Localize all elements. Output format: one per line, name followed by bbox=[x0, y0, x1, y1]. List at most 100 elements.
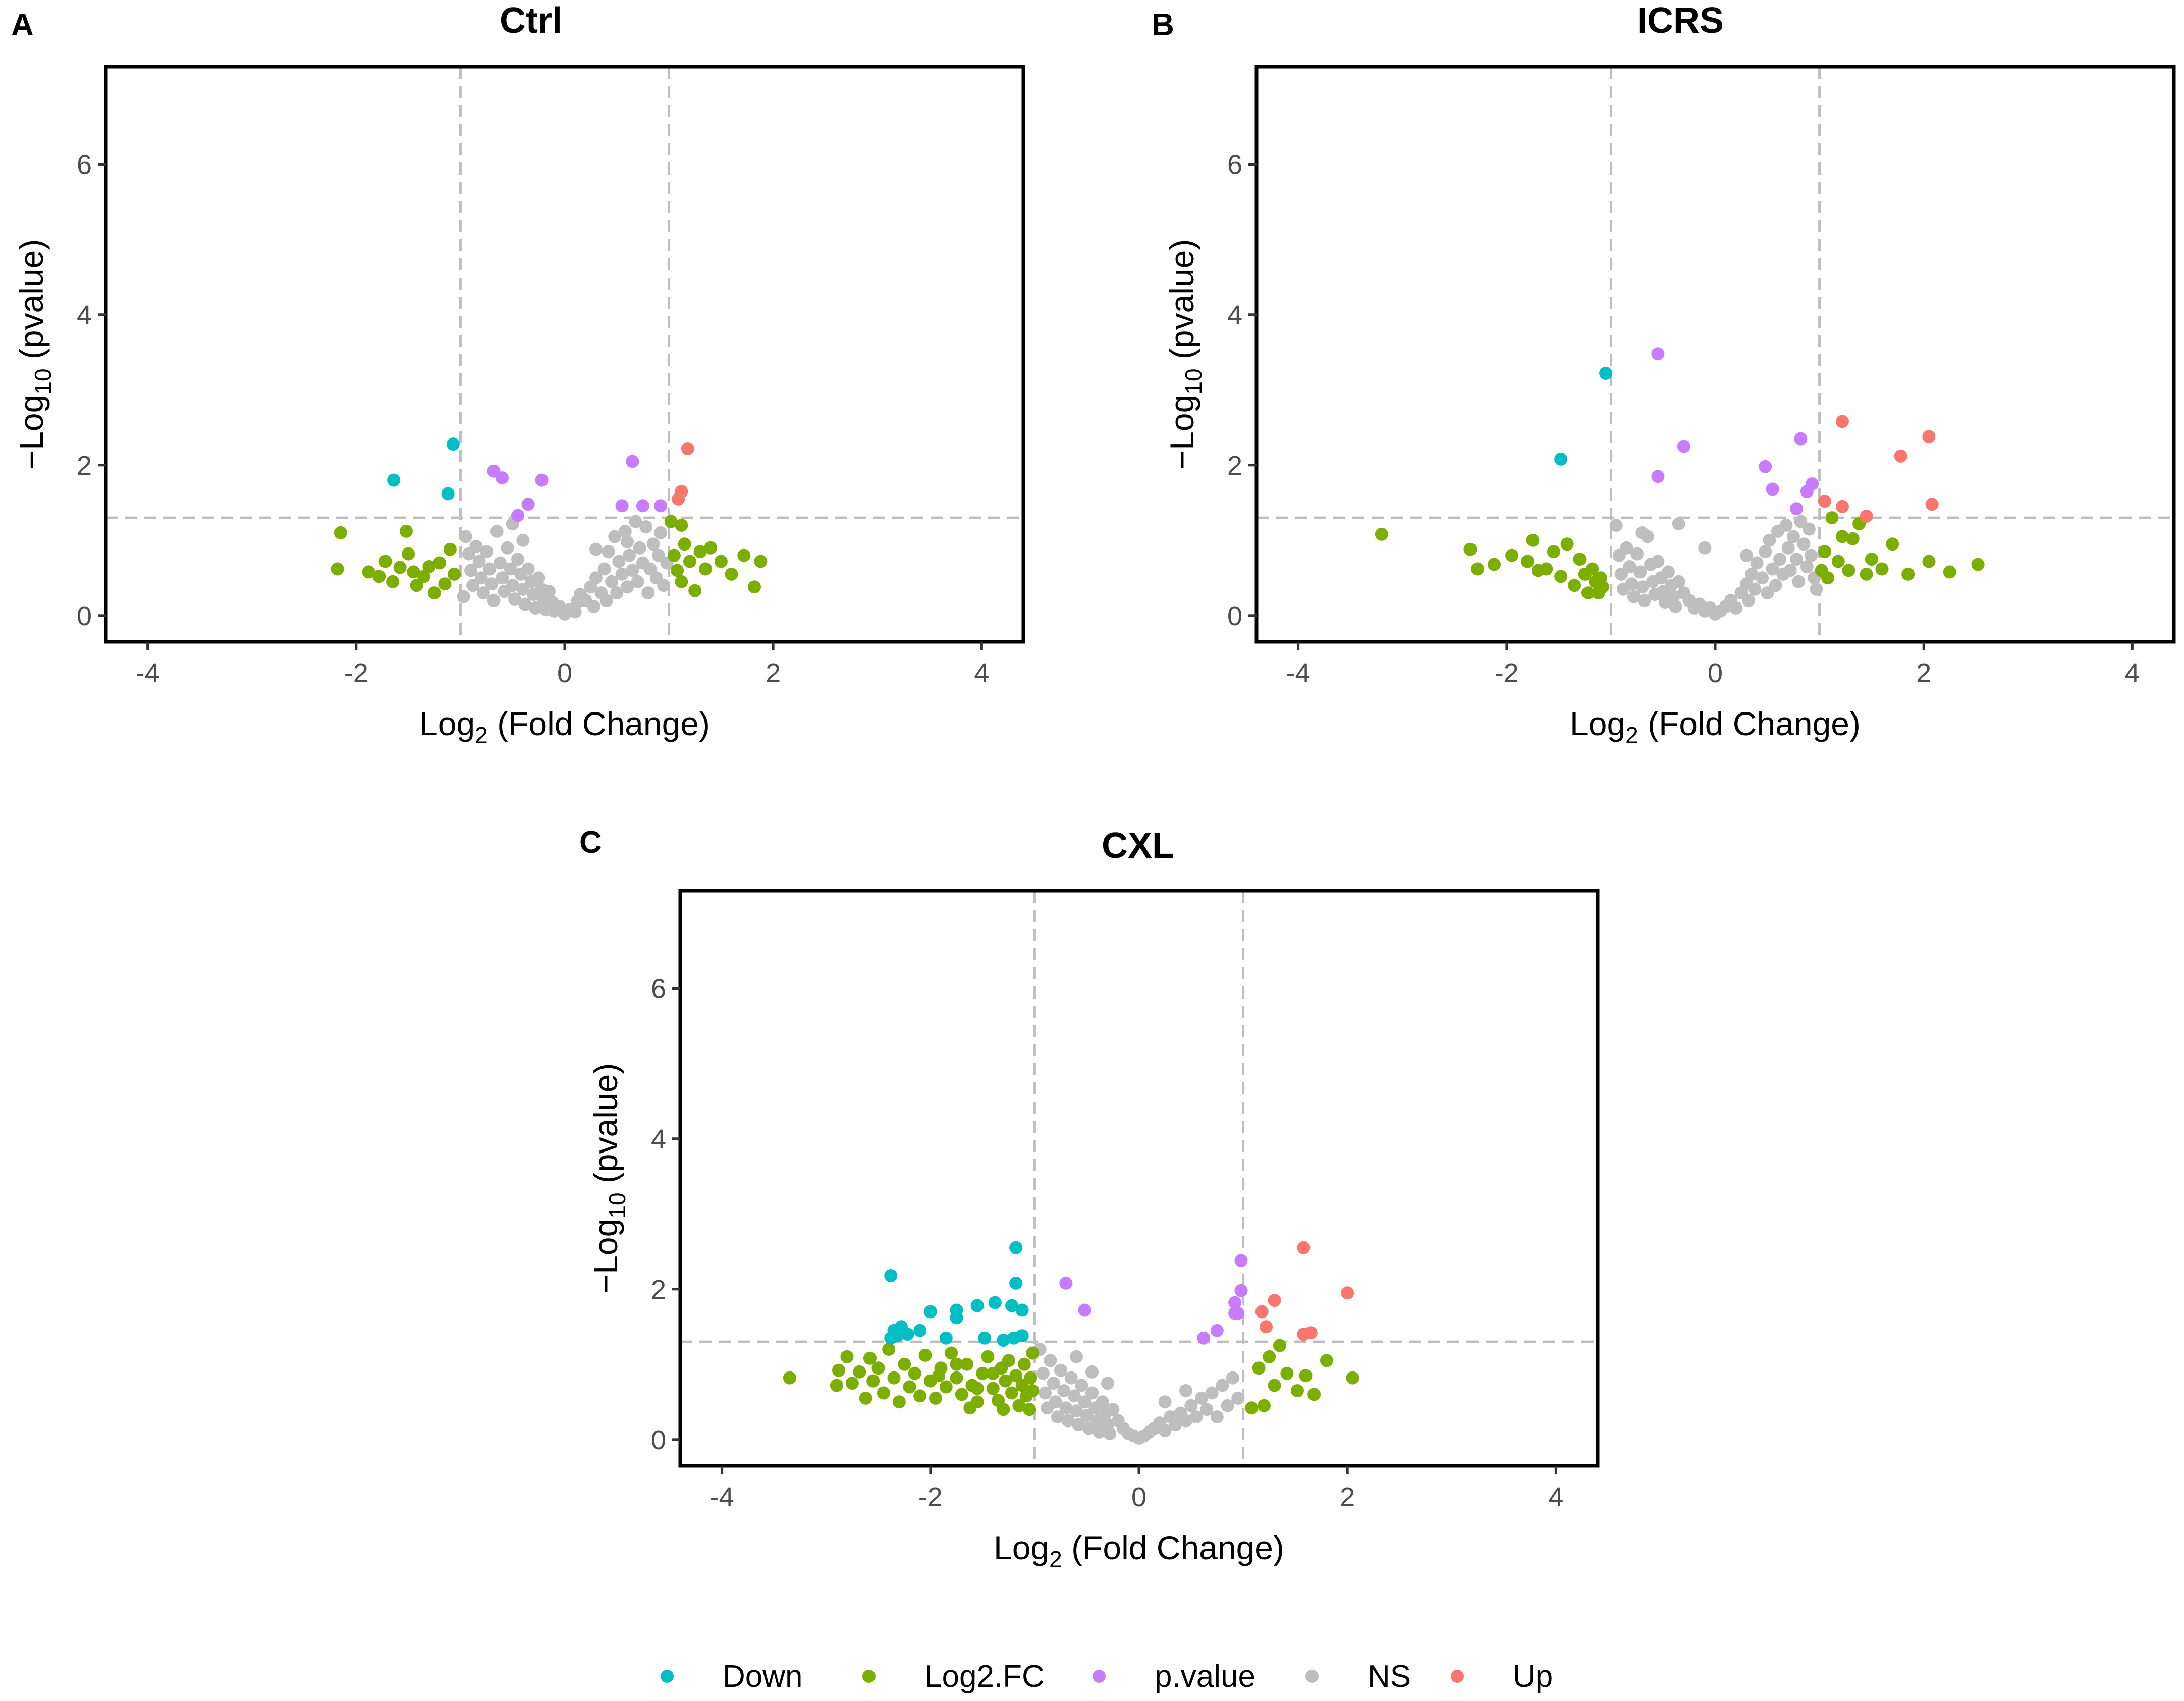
y-tick-label: 6 bbox=[77, 150, 92, 180]
data-point-ns bbox=[1070, 1350, 1083, 1363]
y-axis-title: −Log10 (pvalue) bbox=[1163, 239, 1207, 470]
data-point-up bbox=[1818, 495, 1831, 508]
data-point-ns bbox=[1769, 579, 1782, 592]
data-point-ns bbox=[496, 571, 509, 585]
data-point-down bbox=[997, 1334, 1010, 1347]
data-point-log2-fc bbox=[945, 1346, 958, 1360]
data-point-ns bbox=[597, 562, 611, 576]
data-point-ns bbox=[657, 579, 671, 592]
data-point-log2-fc bbox=[1560, 537, 1574, 551]
data-point-log2-fc bbox=[1521, 555, 1535, 568]
legend-key-log2-fc bbox=[862, 1670, 876, 1683]
legend-key-down bbox=[661, 1670, 674, 1683]
data-point-log2-fc bbox=[410, 579, 423, 592]
y-tick-label: 4 bbox=[1227, 300, 1242, 331]
data-point-ns bbox=[1750, 556, 1764, 570]
data-point-log2-fc bbox=[372, 570, 386, 583]
data-point-ns bbox=[1672, 575, 1685, 588]
data-point-log2-fc bbox=[929, 1391, 943, 1405]
data-point-ns bbox=[587, 600, 600, 613]
data-point-ns bbox=[1797, 537, 1811, 551]
legend-key-up bbox=[1451, 1670, 1464, 1683]
data-point-log2-fc bbox=[1943, 565, 1956, 579]
panel-letter: C bbox=[579, 825, 602, 860]
data-point-log2-fc bbox=[939, 1380, 953, 1394]
data-point-log2-fc bbox=[1842, 564, 1855, 577]
data-point-log2-fc bbox=[362, 565, 375, 579]
data-point-ns bbox=[1078, 1395, 1091, 1409]
data-point-log2-fc bbox=[748, 580, 761, 594]
data-point-down bbox=[988, 1296, 1002, 1309]
legend-label: Log2.FC bbox=[924, 1659, 1045, 1694]
data-point-ns bbox=[466, 579, 480, 592]
data-point-p-value bbox=[636, 499, 649, 513]
data-point-ns bbox=[1662, 565, 1675, 579]
data-point-log2-fc bbox=[671, 564, 684, 577]
data-point-ns bbox=[1158, 1424, 1172, 1437]
data-point-log2-fc bbox=[1875, 562, 1889, 576]
data-point-ns bbox=[612, 555, 626, 568]
data-point-log2-fc bbox=[1268, 1379, 1281, 1392]
data-point-ns bbox=[1773, 553, 1787, 566]
data-point-ns bbox=[1106, 1403, 1120, 1416]
x-tick-label: -2 bbox=[1495, 658, 1519, 688]
x-tick-label: 2 bbox=[766, 658, 781, 688]
data-point-log2-fc bbox=[877, 1386, 890, 1400]
data-point-p-value bbox=[1790, 502, 1804, 516]
data-point-p-value bbox=[511, 509, 524, 522]
data-point-ns bbox=[1090, 1414, 1104, 1428]
data-point-down bbox=[441, 487, 455, 501]
data-point-ns bbox=[1184, 1399, 1198, 1412]
data-point-log2-fc bbox=[1540, 562, 1553, 576]
data-point-log2-fc bbox=[1017, 1357, 1031, 1371]
data-point-ns bbox=[1047, 1377, 1060, 1390]
data-point-ns bbox=[1070, 1404, 1083, 1418]
data-point-log2-fc bbox=[950, 1357, 963, 1371]
data-point-log2-fc bbox=[1015, 1379, 1029, 1392]
data-point-ns bbox=[626, 564, 639, 577]
data-point-log2-fc bbox=[859, 1391, 872, 1405]
data-point-log2-fc bbox=[892, 1395, 906, 1409]
data-point-log2-fc bbox=[675, 575, 688, 588]
data-point-up bbox=[1255, 1305, 1269, 1319]
data-point-p-value bbox=[521, 498, 535, 511]
legend-label: p.value bbox=[1155, 1659, 1255, 1694]
data-point-down bbox=[1015, 1329, 1029, 1343]
data-point-p-value bbox=[535, 473, 549, 487]
data-point-log2-fc bbox=[400, 524, 413, 538]
x-tick-label: 4 bbox=[974, 658, 989, 688]
data-point-ns bbox=[1805, 548, 1818, 562]
data-point-ns bbox=[1615, 567, 1628, 581]
x-axis-title: Log2 (Fold Change) bbox=[1570, 705, 1861, 748]
data-point-ns bbox=[1158, 1395, 1172, 1409]
data-point-ns bbox=[639, 520, 653, 533]
data-point-log2-fc bbox=[871, 1361, 885, 1375]
chart-title: ICRS bbox=[1637, 1, 1724, 41]
data-point-ns bbox=[1231, 1391, 1245, 1405]
data-point-log2-fc bbox=[754, 555, 768, 568]
data-point-log2-fc bbox=[1818, 545, 1831, 559]
data-point-log2-fc bbox=[845, 1377, 859, 1390]
data-point-log2-fc bbox=[443, 542, 457, 556]
data-point-ns bbox=[1067, 1389, 1081, 1403]
data-point-ns bbox=[1179, 1414, 1192, 1428]
data-point-log2-fc bbox=[393, 561, 407, 574]
data-point-ns bbox=[633, 541, 646, 555]
data-point-ns bbox=[508, 592, 521, 606]
data-point-log2-fc bbox=[1307, 1388, 1321, 1401]
data-point-ns bbox=[1189, 1410, 1203, 1424]
data-point-log2-fc bbox=[976, 1366, 990, 1380]
data-point-p-value bbox=[1231, 1306, 1245, 1320]
data-point-ns bbox=[589, 542, 603, 556]
data-point-p-value bbox=[1677, 440, 1690, 453]
data-point-log2-fc bbox=[1860, 567, 1873, 581]
data-point-up bbox=[1922, 430, 1936, 444]
data-point-ns bbox=[1061, 1414, 1075, 1428]
data-point-down bbox=[1554, 452, 1568, 466]
data-point-log2-fc bbox=[698, 562, 712, 576]
data-point-ns bbox=[1085, 1365, 1099, 1379]
data-point-ns bbox=[1200, 1403, 1214, 1416]
data-point-log2-fc bbox=[1831, 555, 1845, 568]
data-point-ns bbox=[589, 571, 603, 585]
data-point-ns bbox=[501, 541, 514, 555]
